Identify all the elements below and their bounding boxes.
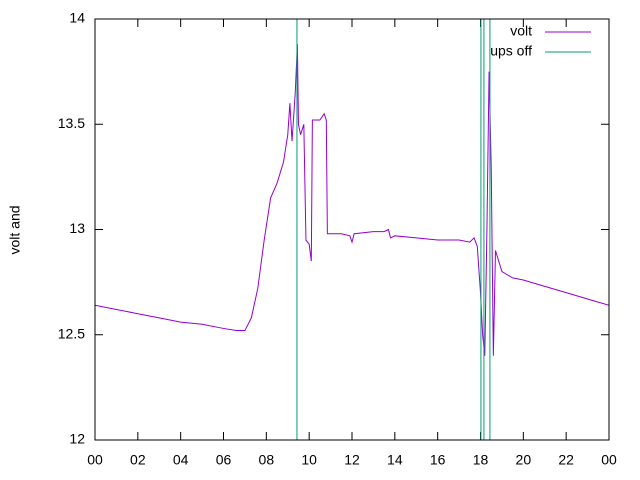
x-tick-label: 20 — [516, 452, 532, 468]
x-tick-label: 12 — [344, 452, 360, 468]
x-tick-label: 16 — [430, 452, 446, 468]
legend-label: ups off — [490, 43, 532, 59]
y-tick-label: 12 — [69, 431, 85, 447]
plot-frame — [94, 18, 610, 441]
y-tick-label: 13.5 — [58, 115, 85, 131]
y-tick-label: 12.5 — [58, 325, 85, 341]
x-tick-label: 08 — [259, 452, 275, 468]
y-tick-label: 14 — [69, 10, 85, 26]
x-tick-label: 06 — [216, 452, 232, 468]
x-tick-label: 10 — [301, 452, 317, 468]
legend-label: volt — [510, 23, 532, 39]
x-tick-label: 14 — [387, 452, 403, 468]
x-tick-label: 22 — [558, 452, 574, 468]
x-tick-label: 02 — [130, 452, 146, 468]
x-tick-label: 18 — [473, 452, 489, 468]
x-tick-label: 00 — [87, 452, 103, 468]
x-tick-label: 00 — [601, 452, 617, 468]
x-tick-label: 04 — [173, 452, 189, 468]
y-axis-label: volt and — [7, 205, 23, 254]
volt-line — [95, 44, 609, 356]
y-tick-label: 13 — [69, 220, 85, 236]
